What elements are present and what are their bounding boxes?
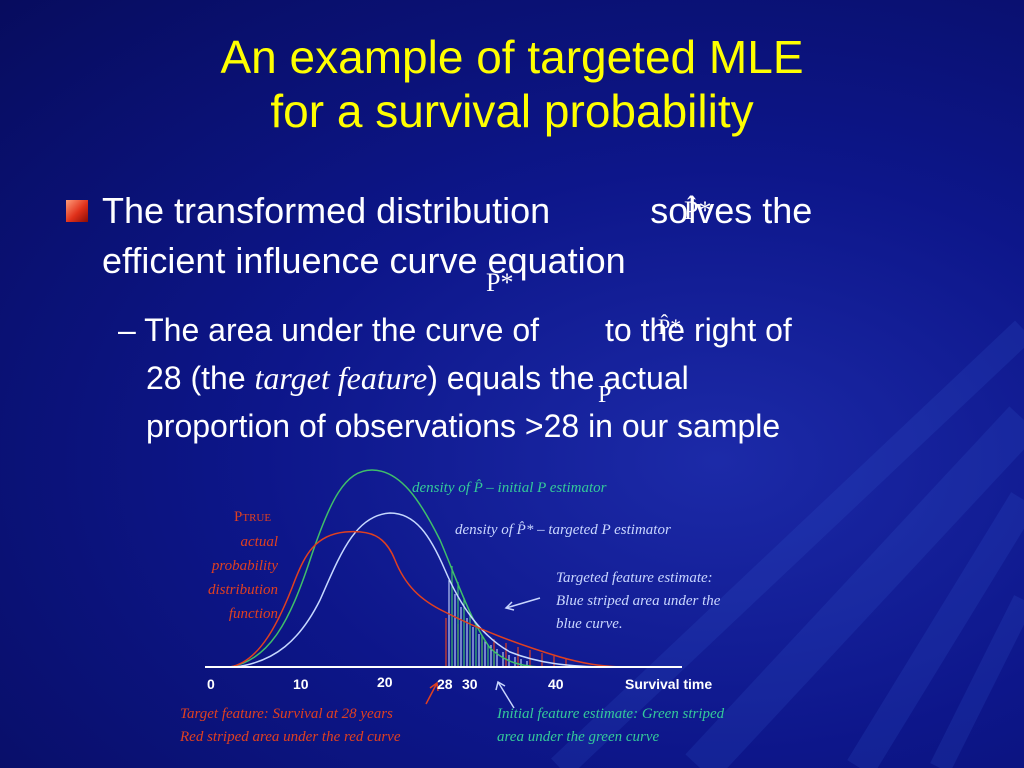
blue-curve-label: density of P̂* – targeted P estimator <box>455 522 671 538</box>
pstar-overlay: P* <box>486 268 514 297</box>
sub-bullet-text: – The area under the curve of to the righ… <box>118 306 792 450</box>
red-arrow-icon <box>425 681 439 705</box>
sub-post: to the right of <box>605 312 792 348</box>
red-density-curve <box>229 530 621 668</box>
target-feature-note: Target feature: Survival at 28 years Red… <box>180 706 401 745</box>
green-density-curve <box>229 469 541 668</box>
bullet-square-icon <box>66 200 88 222</box>
tick-0: 0 <box>207 676 215 692</box>
x-axis-label: Survival time <box>625 676 713 692</box>
initial-estimate-note: Initial feature estimate: Green striped … <box>497 706 725 745</box>
bullet-text: The transformed distribution solves the e… <box>102 186 812 286</box>
slide-title: An example of targeted MLE for a surviva… <box>0 30 1024 138</box>
tick-28: 28 <box>437 676 453 692</box>
green-stripes <box>451 566 495 667</box>
tick-20: 20 <box>377 674 393 690</box>
bullet-line-2: efficient influence curve equation <box>102 240 626 281</box>
title-line-1: An example of targeted MLE <box>220 31 804 83</box>
targeted-estimate-note: Targeted feature estimate: Blue striped … <box>556 570 721 632</box>
sub-dash: – The area under the curve of <box>118 312 540 348</box>
ptrue-description: actual probability distribution function <box>207 534 278 622</box>
sub-line2-post: ) equals the actual <box>427 360 689 396</box>
tick-30: 30 <box>462 676 478 692</box>
title-line-2: for a survival probability <box>270 85 754 137</box>
green-curve-label: density of P̂ – initial P estimator <box>412 480 607 496</box>
tick-10: 10 <box>293 676 309 692</box>
bullet-pre: The transformed distribution <box>102 190 551 231</box>
pstar-symbol-2: P̂* <box>658 314 682 339</box>
arrow-icons <box>495 597 541 709</box>
tick-40: 40 <box>548 676 564 692</box>
sub-line-3: proportion of observations >28 in our sa… <box>146 408 781 444</box>
ptrue-label: PTRUE <box>234 509 272 525</box>
p-overlay: P <box>598 382 612 408</box>
blue-stripes <box>448 580 528 667</box>
bullet-post: solves the <box>650 190 813 231</box>
sub-line2-pre: 28 (the <box>146 360 246 396</box>
pstar-symbol-1: P̂* <box>684 196 712 225</box>
target-feature-text: target feature <box>254 360 428 396</box>
blue-density-curve <box>234 512 601 668</box>
